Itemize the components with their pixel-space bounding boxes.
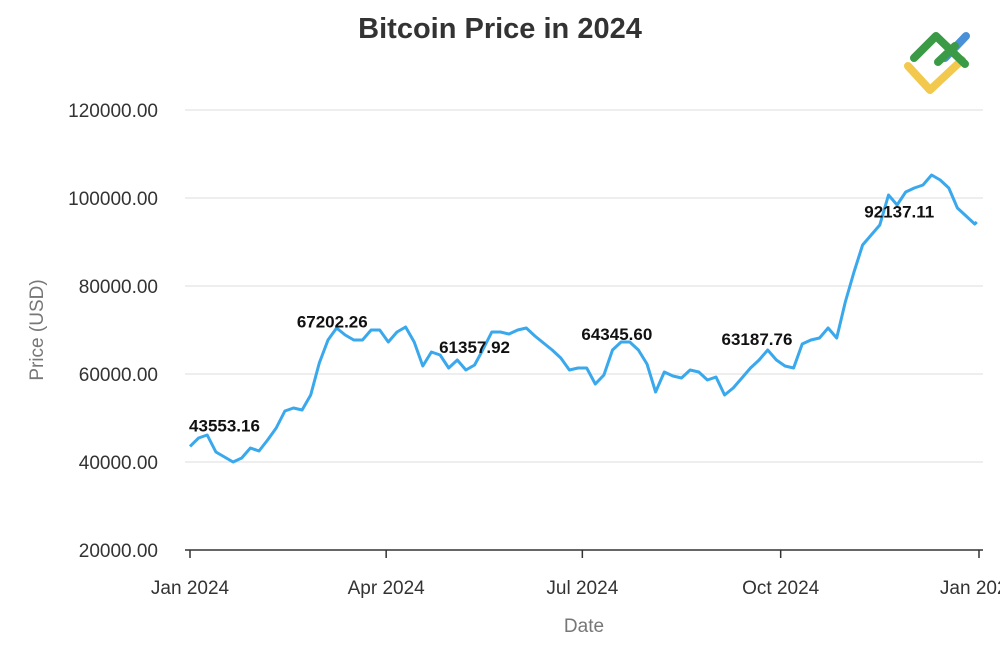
x-tick-label: Apr 2024 [348, 578, 426, 599]
y-tick-label: 20000.00 [79, 541, 158, 562]
x-tick-label: Jul 2024 [546, 578, 618, 599]
y-tick-label: 40000.00 [79, 453, 158, 474]
y-tick-label: 120000.00 [68, 101, 158, 122]
data-label: 67202.26 [297, 312, 368, 331]
data-label: 64345.60 [581, 325, 652, 344]
data-label: 43553.16 [189, 416, 260, 435]
y-tick-label: 80000.00 [79, 277, 158, 298]
y-tick-label: 60000.00 [79, 365, 158, 386]
x-tick-label: Jan 2024 [151, 578, 230, 599]
data-label: 61357.92 [439, 338, 510, 357]
x-axis-label: Date [564, 616, 604, 637]
brand-logo-icon [904, 32, 970, 94]
chart-title: Bitcoin Price in 2024 [358, 13, 642, 45]
x-tick-label: Oct 2024 [742, 578, 820, 599]
data-label: 63187.76 [722, 330, 793, 349]
data-label: 92137.11 [864, 203, 934, 222]
y-tick-label: 100000.00 [68, 189, 158, 210]
y-axis-label: Price (USD) [27, 279, 48, 380]
price-line [188, 173, 978, 464]
x-tick-label: Jan 2025 [940, 578, 1000, 599]
